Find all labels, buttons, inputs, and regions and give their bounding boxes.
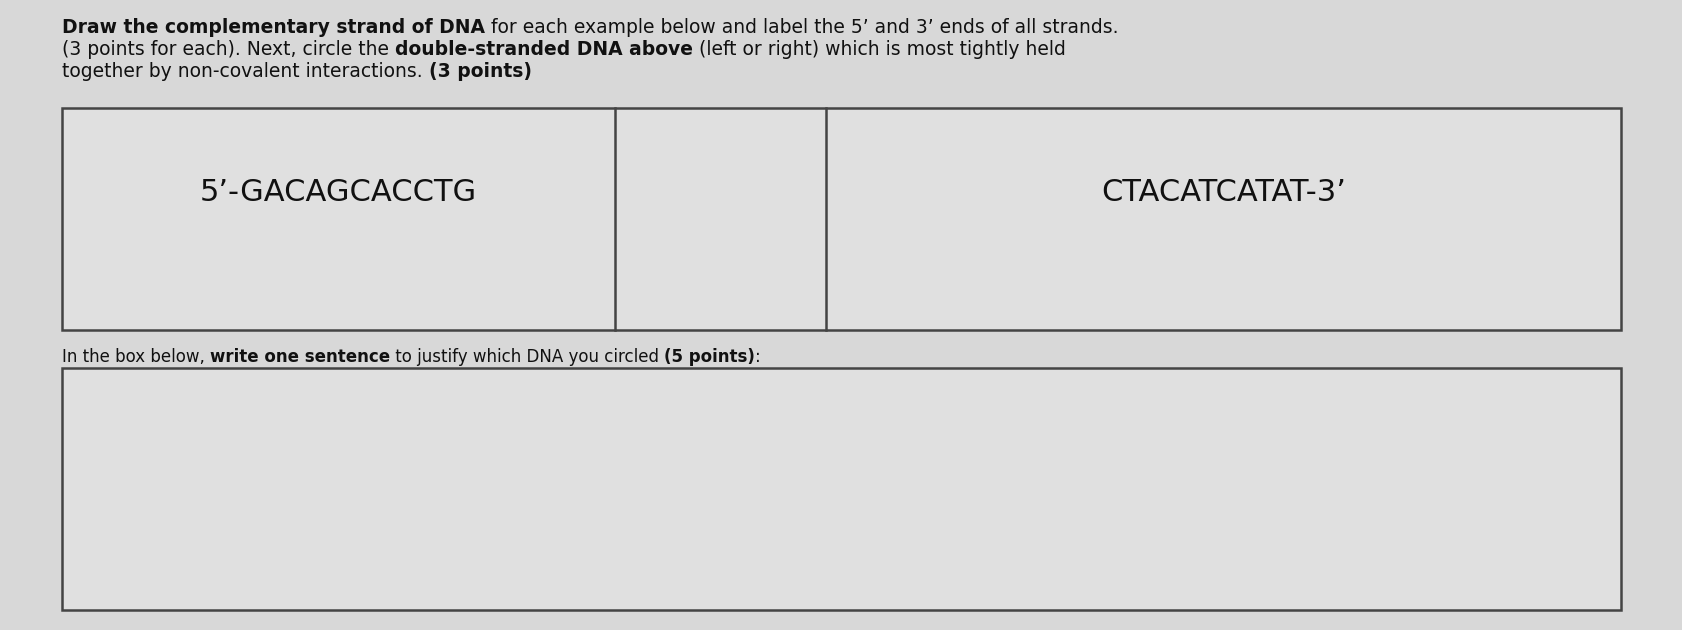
Text: Draw the complementary strand of DNA: Draw the complementary strand of DNA [62,18,484,37]
Bar [62,368,1620,610]
Text: :: : [755,348,760,366]
Bar [62,108,1620,330]
Text: In the box below,: In the box below, [62,348,210,366]
Text: 5’-GACAGCACCTG: 5’-GACAGCACCTG [200,178,478,207]
Text: (3 points for each). Next, circle the: (3 points for each). Next, circle the [62,40,395,59]
Text: together by non-covalent interactions.: together by non-covalent interactions. [62,62,429,81]
Text: (3 points): (3 points) [429,62,532,81]
Text: (left or right) which is most tightly held: (left or right) which is most tightly he… [693,40,1065,59]
Text: write one sentence: write one sentence [210,348,390,366]
Text: to justify which DNA you circled: to justify which DNA you circled [390,348,664,366]
Text: for each example below and label the 5’ and 3’ ends of all strands.: for each example below and label the 5’ … [484,18,1119,37]
Text: (5 points): (5 points) [664,348,755,366]
Text: CTACATCATAT-3’: CTACATCATAT-3’ [1100,178,1346,207]
Text: double-stranded DNA above: double-stranded DNA above [395,40,693,59]
